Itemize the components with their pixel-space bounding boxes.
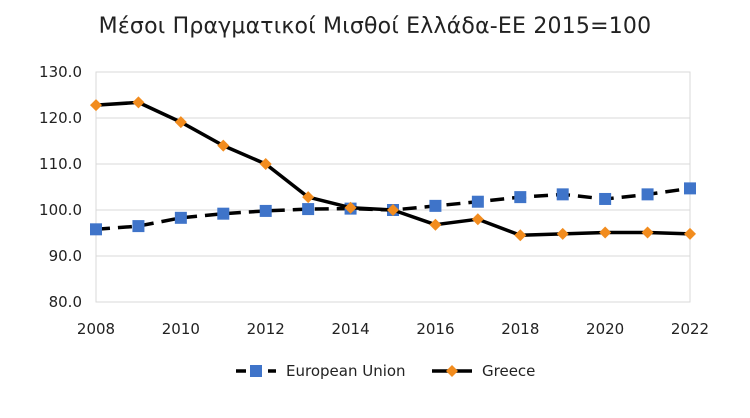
x-tick-label: 2010	[162, 320, 200, 338]
x-tick-label: 2016	[416, 320, 454, 338]
grid	[95, 71, 691, 303]
y-tick-label: 110.0	[39, 155, 82, 173]
x-tick-label: 2012	[247, 320, 285, 338]
data-point	[259, 204, 272, 217]
legend-item: European Union	[236, 362, 406, 380]
data-point	[344, 201, 357, 214]
data-point	[599, 192, 612, 205]
y-tick-label: 100.0	[39, 201, 82, 219]
y-tick-label: 120.0	[39, 109, 82, 127]
x-axis-ticks: 2008 2010 2012 2014 2016 2018 2020 2022	[77, 320, 709, 338]
data-point	[556, 227, 569, 240]
data-point	[556, 188, 569, 201]
plot-area-border	[95, 71, 691, 303]
series-greece	[90, 96, 696, 242]
legend-item: Greece	[432, 362, 535, 380]
data-point	[302, 203, 315, 216]
series	[90, 96, 696, 242]
data-point	[302, 191, 315, 204]
data-point	[174, 211, 187, 224]
data-point	[259, 158, 272, 170]
x-tick-label: 2008	[77, 320, 115, 338]
x-tick-label: 2014	[331, 320, 369, 338]
data-point	[684, 227, 696, 240]
data-point	[429, 218, 442, 231]
legend: European Union Greece	[236, 362, 535, 380]
data-point	[429, 199, 442, 212]
data-point	[641, 188, 654, 201]
data-point	[641, 226, 654, 239]
x-tick-label: 2018	[501, 320, 539, 338]
data-point	[471, 213, 484, 226]
chart-title: Μέσοι Πραγματικοί Μισθοί Ελλάδα-ΕΕ 2015=…	[98, 14, 652, 39]
y-tick-label: 130.0	[39, 63, 82, 81]
data-point	[132, 220, 145, 233]
legend-label: European Union	[286, 362, 406, 380]
x-tick-label: 2020	[586, 320, 624, 338]
data-point	[90, 99, 102, 112]
data-point	[217, 139, 230, 152]
data-point	[514, 191, 527, 204]
legend-label: Greece	[482, 362, 535, 380]
data-point	[684, 182, 696, 195]
data-point	[90, 223, 102, 236]
data-point	[471, 195, 484, 208]
data-point	[387, 204, 399, 216]
legend-marker	[250, 365, 262, 377]
y-tick-label: 80.0	[49, 293, 82, 311]
y-tick-label: 90.0	[49, 247, 82, 265]
legend-marker	[446, 365, 458, 377]
x-tick-label: 2022	[671, 320, 709, 338]
data-point	[174, 116, 187, 129]
data-point	[132, 96, 145, 109]
data-point	[217, 207, 230, 220]
data-point	[599, 226, 612, 239]
y-axis-ticks: 80.0 90.0 100.0 110.0 120.0 130.0	[39, 63, 82, 311]
data-point	[514, 229, 527, 242]
